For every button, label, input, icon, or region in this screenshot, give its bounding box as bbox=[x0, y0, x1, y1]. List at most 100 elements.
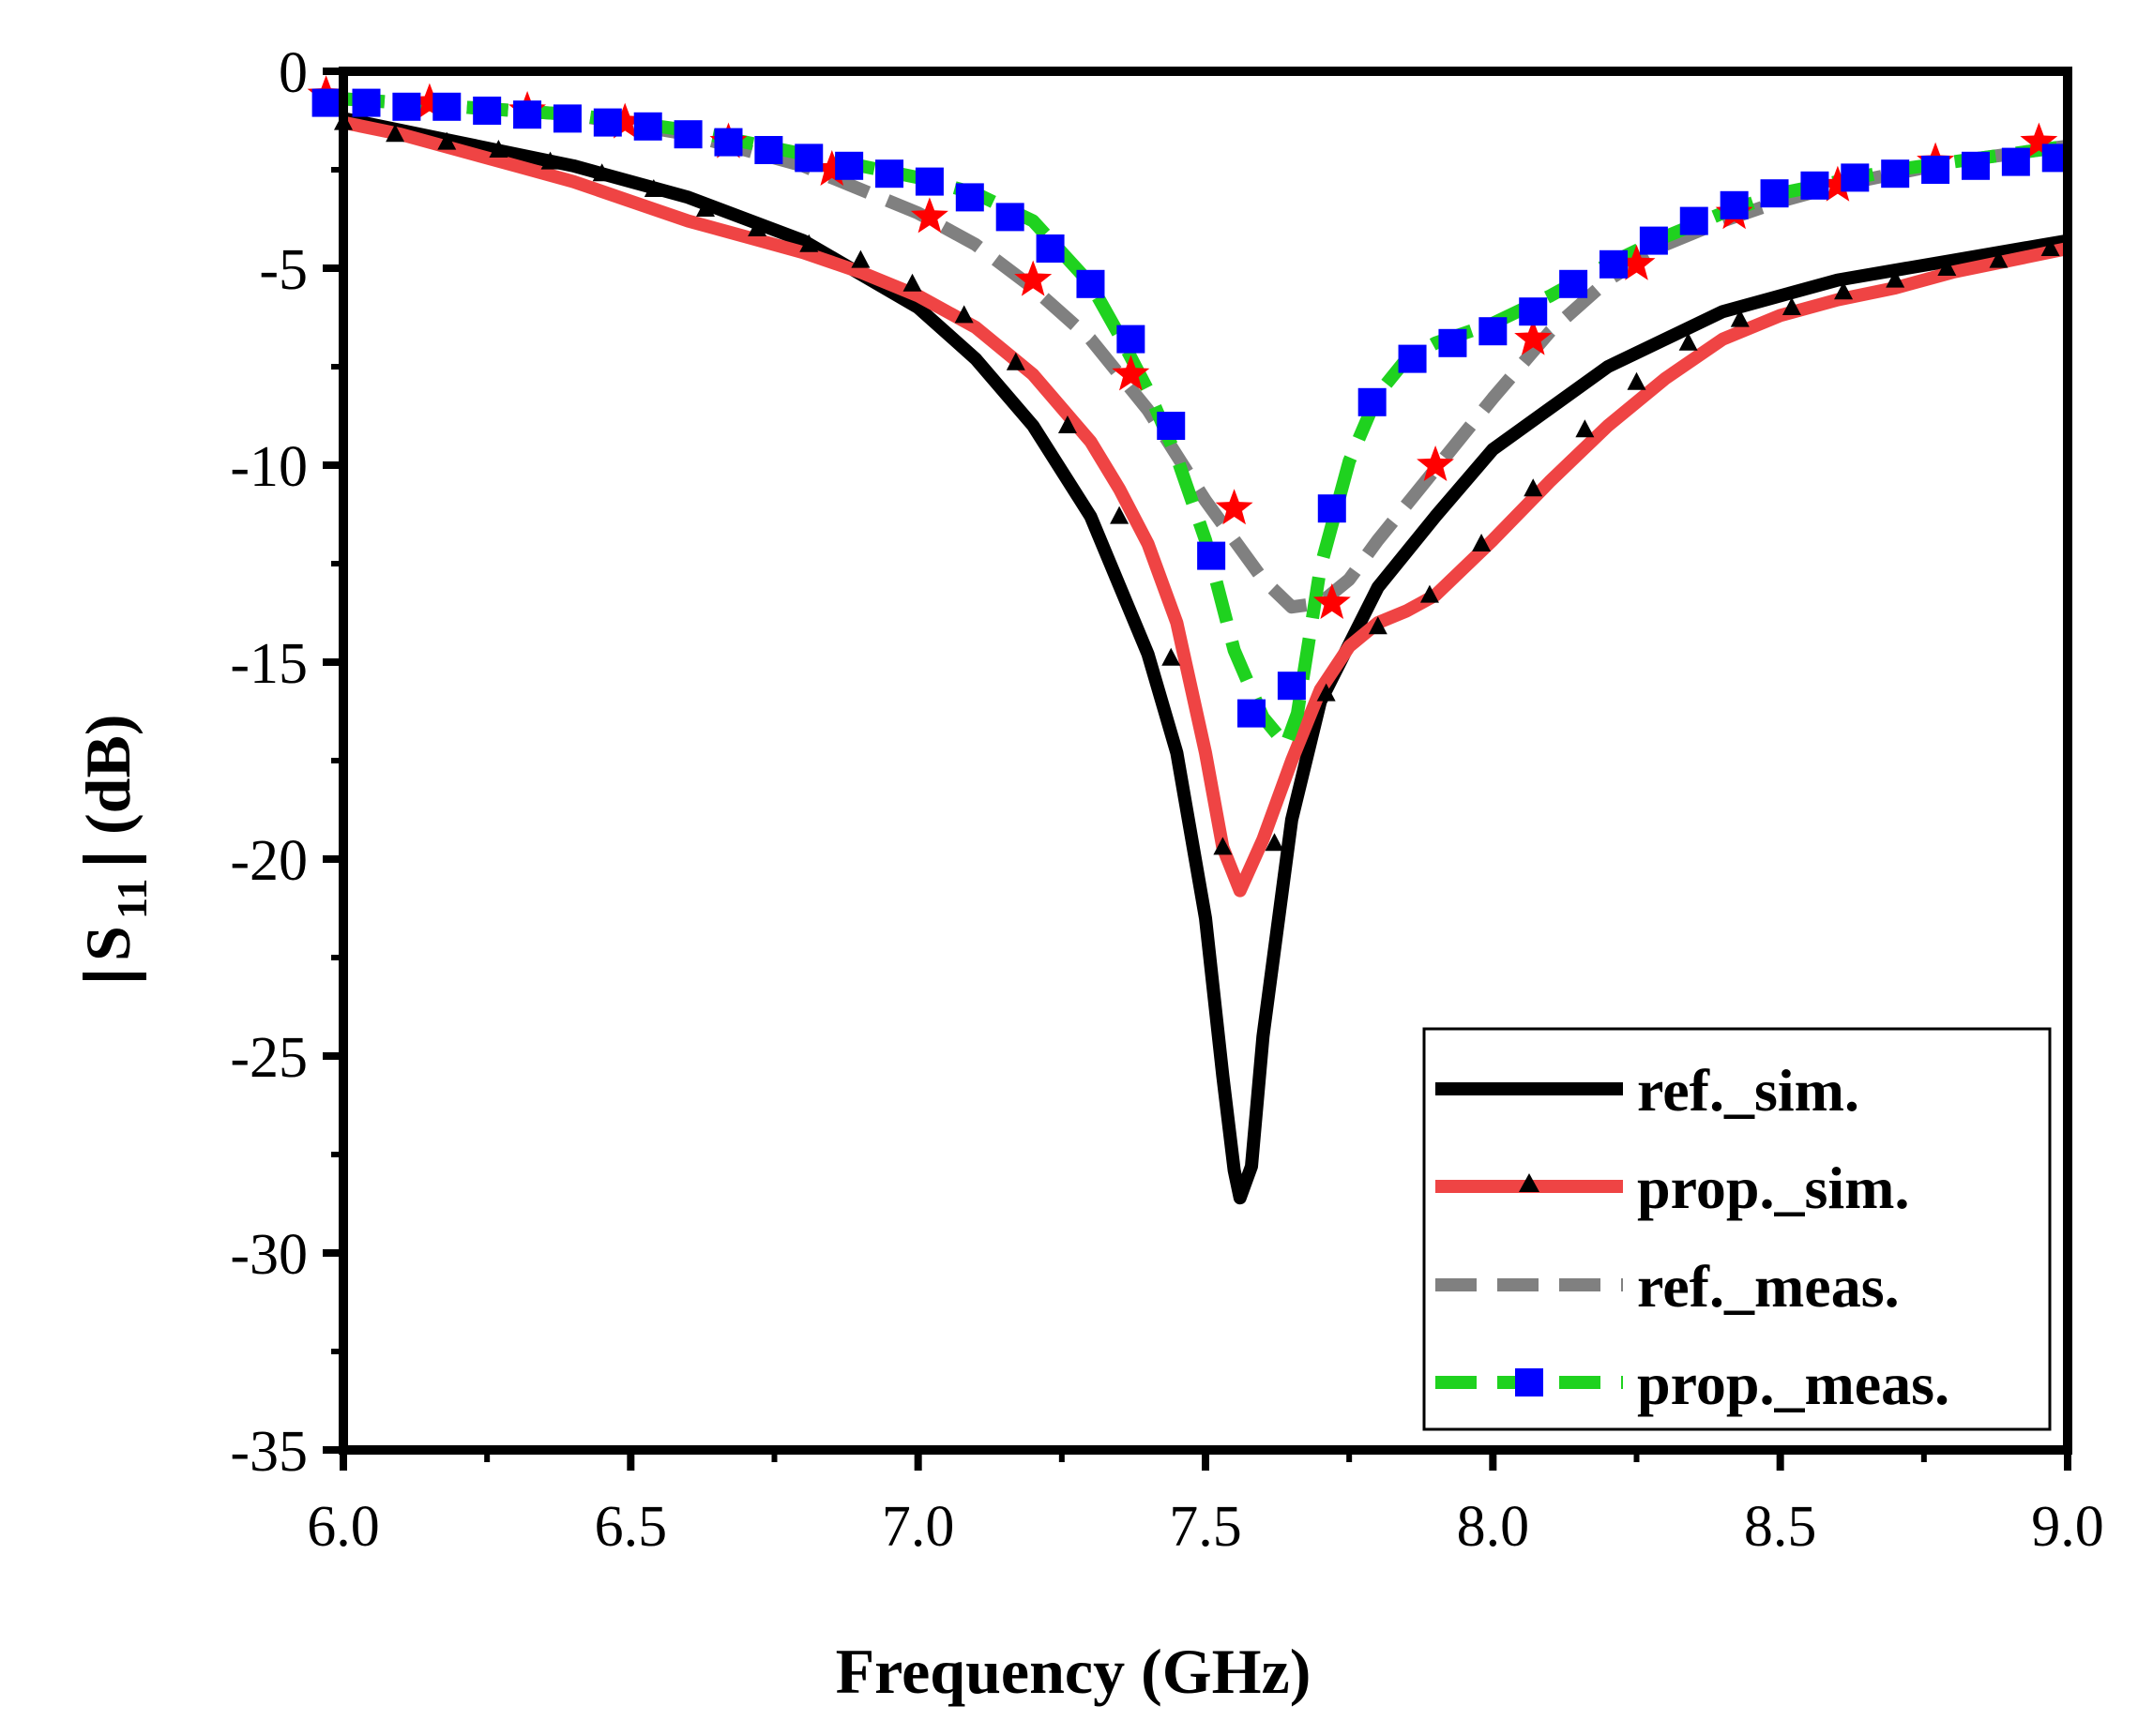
point-marker-square bbox=[432, 92, 462, 121]
point-marker-square bbox=[795, 143, 824, 173]
point-marker-square bbox=[835, 151, 864, 180]
point-marker-square bbox=[754, 136, 783, 164]
point-marker-triangle bbox=[644, 179, 663, 197]
point-marker-triangle bbox=[1627, 371, 1646, 390]
legend-label-ref-meas: ref._meas. bbox=[1637, 1253, 1900, 1320]
point-marker-triangle bbox=[1110, 506, 1130, 524]
point-marker-square bbox=[1076, 269, 1105, 298]
point-marker-square bbox=[714, 128, 743, 157]
point-marker-square bbox=[955, 183, 984, 212]
point-marker-square bbox=[1157, 412, 1186, 440]
point-marker-square bbox=[1841, 163, 1870, 192]
point-marker-square bbox=[352, 88, 381, 117]
point-marker-square bbox=[1800, 171, 1829, 200]
point-marker-triangle bbox=[748, 219, 767, 236]
point-marker-star bbox=[2020, 122, 2058, 159]
point-marker-triangle bbox=[1937, 258, 1957, 276]
point-marker-square bbox=[1398, 344, 1427, 373]
point-marker-square bbox=[1036, 234, 1065, 263]
point-marker-triangle bbox=[1524, 478, 1543, 497]
y-axis-title-bar-right bbox=[83, 855, 146, 863]
y-tick-label: 0 bbox=[279, 41, 308, 105]
point-marker-triangle bbox=[1782, 297, 1801, 315]
point-marker-triangle bbox=[1368, 616, 1387, 635]
point-marker-square bbox=[633, 112, 662, 141]
point-marker-square bbox=[674, 120, 703, 149]
y-tick-label: -35 bbox=[230, 1420, 308, 1484]
point-marker-triangle bbox=[1057, 415, 1077, 433]
x-tick-label: 6.0 bbox=[307, 1495, 380, 1559]
point-marker-square bbox=[473, 97, 502, 125]
x-tick-label: 7.0 bbox=[882, 1495, 955, 1559]
point-marker-triangle bbox=[1989, 249, 2009, 268]
point-marker-triangle bbox=[2040, 238, 2060, 256]
point-marker-square bbox=[311, 88, 341, 117]
point-marker-square bbox=[1116, 325, 1145, 354]
point-marker-triangle bbox=[540, 151, 560, 170]
y-axis: 0 -5 -10 -15 -20 -25 -30 -35 bbox=[230, 41, 343, 1484]
point-marker-square bbox=[995, 203, 1024, 232]
point-marker-triangle bbox=[1316, 683, 1336, 702]
point-marker-square bbox=[1357, 387, 1387, 416]
point-marker-triangle bbox=[437, 131, 457, 150]
y-tick-label: -20 bbox=[230, 829, 308, 893]
y-tick-label: -25 bbox=[230, 1026, 308, 1090]
point-marker-star bbox=[1112, 355, 1150, 391]
x-axis: 6.0 6.5 7.0 7.5 8.0 8.5 9.0 bbox=[307, 1450, 2104, 1559]
x-tick-label: 7.5 bbox=[1169, 1495, 1242, 1559]
point-marker-square bbox=[1519, 297, 1548, 326]
point-marker-square bbox=[1197, 541, 1226, 570]
point-marker-square bbox=[1237, 699, 1266, 728]
y-axis-title: S 11 (dB) bbox=[72, 715, 156, 980]
series-line-prop-meas bbox=[343, 92, 2068, 752]
x-tick-label: 8.0 bbox=[1457, 1495, 1530, 1559]
point-marker-triangle bbox=[1834, 281, 1854, 300]
point-marker-triangle bbox=[902, 273, 922, 292]
point-marker-square bbox=[1478, 317, 1508, 346]
point-marker-star bbox=[812, 150, 851, 186]
point-marker-triangle bbox=[1161, 647, 1181, 666]
legend-label-ref-sim: ref._sim. bbox=[1637, 1057, 1859, 1124]
point-marker-triangle bbox=[954, 305, 974, 324]
point-marker-star bbox=[1514, 319, 1553, 355]
legend-label-prop-sim: prop._sim. bbox=[1637, 1155, 1909, 1221]
point-marker-star bbox=[1617, 244, 1656, 280]
point-marker-square bbox=[1317, 494, 1346, 523]
point-marker-square bbox=[1559, 269, 1588, 298]
y-tick-label: -15 bbox=[230, 632, 308, 696]
point-marker-square bbox=[1961, 151, 1990, 180]
legend: ref._sim. prop._sim. ref._meas. prop._me… bbox=[1422, 1027, 2052, 1431]
point-marker-star bbox=[1819, 165, 1857, 202]
point-marker-square bbox=[1438, 328, 1467, 357]
point-marker-square bbox=[1921, 156, 1950, 184]
point-marker-triangle bbox=[695, 199, 715, 217]
point-marker-triangle bbox=[1265, 833, 1284, 852]
point-marker-star bbox=[1417, 445, 1454, 481]
point-marker-square bbox=[875, 159, 904, 189]
point-marker-triangle bbox=[592, 163, 612, 182]
point-marker-square bbox=[392, 92, 421, 121]
point-marker-star bbox=[410, 83, 448, 119]
point-marker-square bbox=[915, 167, 944, 196]
point-marker-square bbox=[2001, 147, 2030, 176]
point-marker-star bbox=[1312, 583, 1351, 619]
point-marker-square bbox=[553, 104, 582, 133]
legend-entry-prop-meas: prop._meas. bbox=[1435, 1351, 1949, 1417]
point-marker-triangle bbox=[1678, 332, 1698, 351]
legend-entry-prop-sim: prop._sim. bbox=[1435, 1155, 1909, 1221]
point-marker-triangle bbox=[1575, 419, 1595, 438]
point-marker-square bbox=[1720, 190, 1749, 219]
legend-box bbox=[1422, 1027, 2052, 1431]
point-marker-star bbox=[910, 197, 948, 234]
point-marker-square bbox=[1639, 226, 1668, 255]
point-marker-square bbox=[1760, 179, 1789, 208]
point-marker-square bbox=[1599, 249, 1628, 279]
x-tick-label: 6.5 bbox=[595, 1495, 668, 1559]
y-tick-label: -10 bbox=[230, 435, 308, 499]
legend-marker-square bbox=[1515, 1368, 1543, 1396]
legend-label-prop-meas: prop._meas. bbox=[1637, 1351, 1949, 1417]
point-marker-star bbox=[606, 102, 644, 139]
x-tick-label: 9.0 bbox=[2031, 1495, 2104, 1559]
point-marker-square bbox=[1277, 672, 1306, 701]
